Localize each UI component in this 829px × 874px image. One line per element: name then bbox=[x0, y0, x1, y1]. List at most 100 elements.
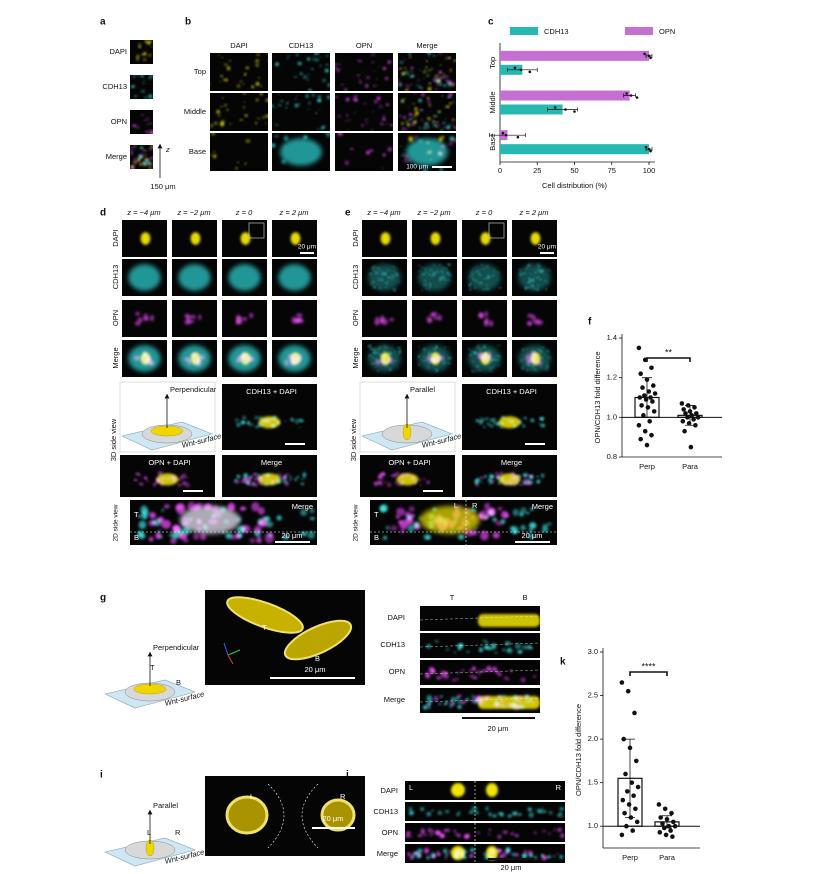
point bbox=[687, 409, 693, 414]
signal bbox=[451, 783, 465, 797]
point bbox=[629, 94, 633, 97]
signal bbox=[444, 856, 448, 860]
signal bbox=[395, 287, 397, 289]
signal bbox=[441, 674, 445, 678]
y-tick-label: 3.0 bbox=[588, 647, 598, 656]
signal bbox=[130, 154, 131, 156]
signal bbox=[545, 368, 548, 371]
signal bbox=[369, 272, 372, 275]
signal bbox=[479, 348, 482, 350]
signal bbox=[441, 272, 444, 275]
signal bbox=[539, 345, 542, 347]
signal bbox=[501, 852, 507, 858]
signal bbox=[378, 266, 380, 269]
signal bbox=[538, 353, 541, 355]
signal bbox=[423, 356, 426, 358]
point bbox=[642, 428, 648, 434]
signal bbox=[375, 351, 378, 354]
signal bbox=[405, 128, 408, 131]
signal bbox=[309, 508, 315, 513]
point bbox=[516, 135, 520, 139]
signal bbox=[434, 88, 438, 91]
signal bbox=[294, 98, 297, 101]
signal bbox=[538, 285, 540, 287]
signal bbox=[295, 53, 299, 56]
signal bbox=[130, 150, 133, 153]
signal bbox=[359, 81, 362, 84]
signal bbox=[285, 473, 290, 476]
point bbox=[640, 385, 645, 390]
signal bbox=[511, 852, 517, 856]
signal bbox=[234, 479, 240, 483]
signal bbox=[386, 346, 389, 349]
signal bbox=[245, 478, 250, 484]
signal bbox=[429, 158, 432, 160]
row-label: Middle bbox=[184, 107, 206, 116]
x-axis-label: Cell distribution (%) bbox=[542, 181, 608, 190]
signal bbox=[401, 153, 405, 157]
signal bbox=[175, 503, 186, 515]
guide bbox=[420, 697, 540, 703]
signal bbox=[490, 359, 493, 361]
signal bbox=[480, 530, 489, 541]
axis-z bbox=[227, 654, 234, 665]
image-tile bbox=[122, 300, 167, 337]
signal bbox=[432, 78, 437, 82]
point bbox=[688, 444, 694, 450]
signal bbox=[497, 834, 502, 839]
signal bbox=[493, 418, 496, 421]
signal bbox=[519, 269, 522, 272]
signal bbox=[457, 811, 461, 815]
signal bbox=[540, 356, 543, 359]
signal bbox=[320, 126, 325, 130]
signal bbox=[337, 72, 340, 74]
signal bbox=[149, 75, 153, 78]
point bbox=[644, 377, 650, 382]
signal bbox=[238, 421, 241, 424]
signal bbox=[134, 163, 137, 166]
signal bbox=[410, 76, 413, 78]
signal bbox=[489, 474, 493, 478]
image-tile bbox=[122, 259, 167, 296]
signal bbox=[407, 123, 411, 127]
y-axis-label: OPN/CDH13 fold difference bbox=[574, 704, 583, 796]
signal bbox=[398, 115, 402, 118]
signal bbox=[481, 669, 487, 673]
image-tile bbox=[362, 340, 407, 377]
image-tile bbox=[405, 802, 565, 821]
signal bbox=[479, 647, 484, 653]
signal bbox=[245, 66, 250, 70]
signal bbox=[402, 72, 406, 75]
signal bbox=[538, 270, 541, 272]
signal bbox=[243, 473, 248, 478]
signal bbox=[131, 85, 135, 88]
depth-label: z = 0 bbox=[235, 208, 253, 217]
signal bbox=[408, 506, 415, 513]
signal bbox=[426, 65, 428, 68]
signal bbox=[383, 114, 386, 117]
signal bbox=[422, 273, 426, 275]
signal bbox=[443, 84, 447, 87]
signal bbox=[385, 76, 389, 80]
column-label: Merge bbox=[416, 41, 437, 50]
signal bbox=[149, 148, 153, 151]
signal bbox=[199, 533, 207, 541]
signal bbox=[429, 833, 434, 837]
category-label: Top bbox=[488, 57, 497, 69]
signal bbox=[246, 67, 248, 69]
nucleus bbox=[430, 352, 441, 365]
signal bbox=[413, 93, 416, 95]
signal bbox=[423, 77, 425, 80]
signal bbox=[540, 418, 544, 420]
signal bbox=[228, 59, 232, 62]
image-tile bbox=[398, 93, 456, 131]
signal bbox=[382, 153, 386, 157]
guide bbox=[420, 615, 540, 621]
render bbox=[320, 798, 356, 832]
channel-label: OPN bbox=[111, 310, 120, 326]
signal bbox=[296, 475, 299, 479]
signal bbox=[556, 853, 559, 855]
opn bbox=[375, 359, 381, 366]
signal bbox=[307, 530, 315, 539]
